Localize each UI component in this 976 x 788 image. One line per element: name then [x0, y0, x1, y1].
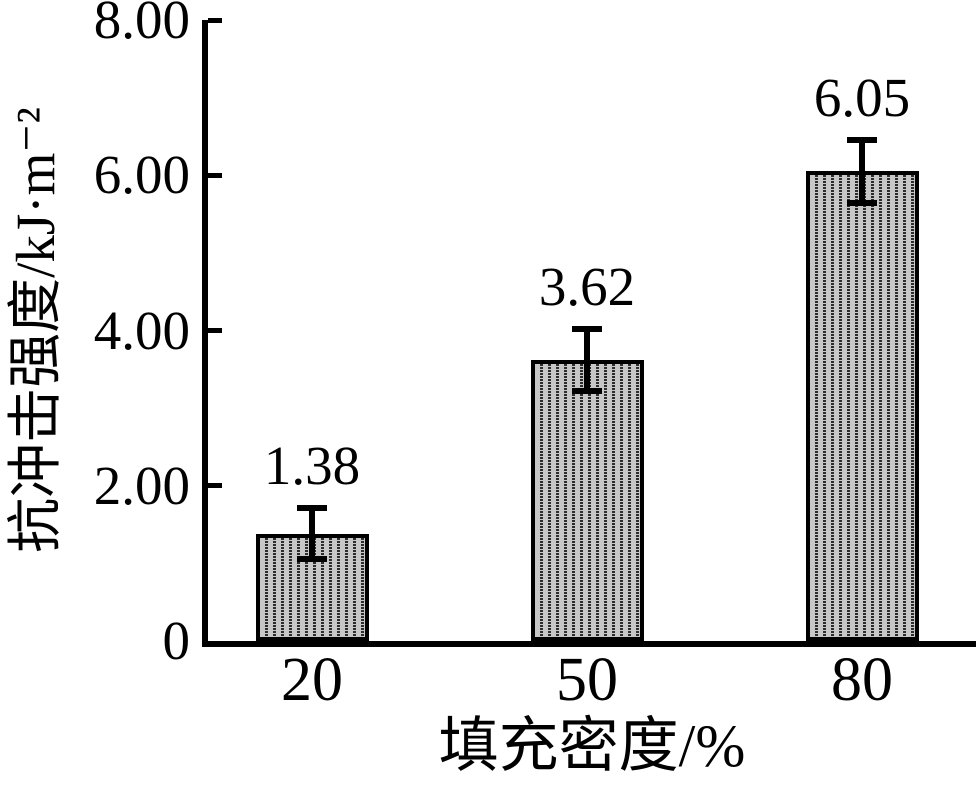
- y-tick-label: 0: [162, 610, 191, 671]
- y-axis-tick: [208, 172, 222, 178]
- bar: [530, 359, 644, 641]
- y-tick-label: 2.00: [93, 454, 190, 516]
- x-tick-label: 80: [831, 646, 893, 714]
- y-axis-tick: [208, 17, 222, 23]
- y-axis-title: 抗冲击强度/kJ·m⁻²: [5, 107, 66, 553]
- error-bar-stem: [584, 328, 590, 392]
- y-tick-label: 4.00: [93, 299, 190, 361]
- error-bar-bottom-cap: [572, 388, 602, 395]
- y-axis-tick: [208, 483, 222, 489]
- error-bar-stem: [309, 508, 315, 560]
- x-axis-title: 填充密度/%: [438, 713, 746, 779]
- bar-value-label: 6.05: [813, 66, 911, 128]
- error-bar-bottom-cap: [847, 200, 877, 207]
- error-bar-bottom-cap: [297, 556, 327, 563]
- y-axis-tick: [208, 328, 222, 333]
- y-tick-label: 6.00: [93, 144, 190, 206]
- plot-area: 0 2.00 4.00 6.00 8.00 1.38 20 3.62 50 6.05 80: [94, 0, 976, 711]
- y-tick-label: 8.00: [93, 0, 190, 50]
- bar-value-label: 3.62: [538, 255, 636, 317]
- x-tick-label: 50: [556, 646, 618, 714]
- error-bar-top-cap: [297, 505, 327, 512]
- error-bar-top-cap: [847, 136, 877, 143]
- error-bar-top-cap: [572, 325, 602, 332]
- error-bar-stem: [859, 139, 865, 204]
- bar-value-label: 1.38: [263, 435, 361, 497]
- x-tick-label: 20: [281, 646, 343, 714]
- bar: [805, 171, 919, 641]
